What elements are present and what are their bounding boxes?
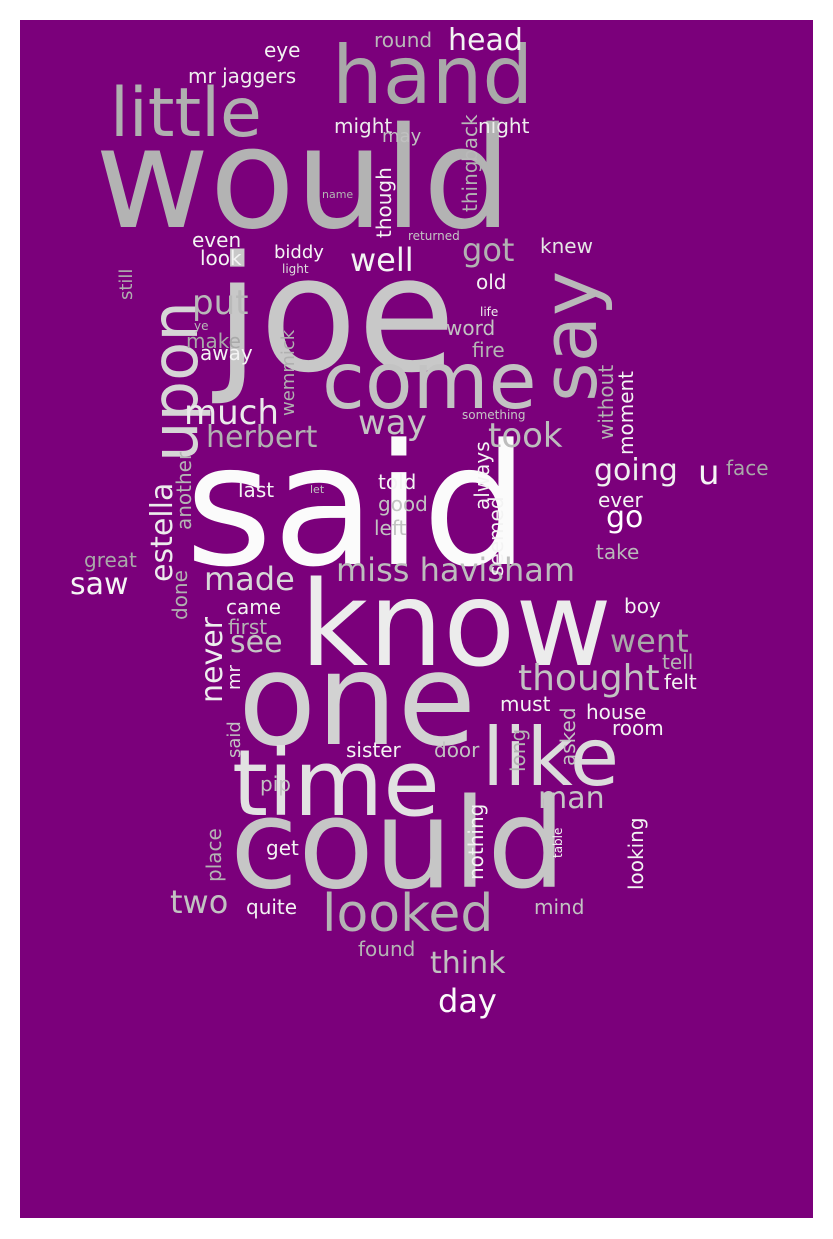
word-much: much: [184, 393, 279, 433]
word-came: came: [226, 595, 282, 619]
word-think: think: [430, 946, 506, 981]
word-u: u: [698, 453, 720, 493]
word-ever: ever: [598, 488, 643, 512]
word-still: still: [116, 268, 137, 300]
word-returned: returned: [408, 229, 460, 243]
word-wemmick: wemmick: [278, 329, 299, 416]
word-thing: thing: [458, 160, 482, 212]
word-two: two: [170, 883, 229, 921]
word-great: great: [84, 548, 137, 572]
word-boy: boy: [624, 594, 661, 618]
word-time: time: [232, 730, 440, 837]
word-without: without: [594, 364, 618, 440]
word-one: one: [238, 626, 477, 775]
word-last: last: [238, 478, 275, 502]
word-might: might: [334, 114, 393, 138]
word-went: went: [610, 622, 689, 660]
word-said-small: said: [224, 721, 245, 758]
word-come: come: [322, 337, 537, 427]
word-old: old: [476, 270, 507, 294]
word-first: first: [228, 615, 268, 639]
word-made: made: [204, 560, 295, 598]
word-away: away: [200, 341, 253, 365]
word-door: door: [434, 738, 480, 762]
word-looked: looked: [322, 884, 494, 944]
word-look: look: [200, 246, 242, 270]
word-good: good: [378, 492, 428, 516]
word-another: another: [172, 451, 196, 530]
word-looking: looking: [624, 817, 648, 890]
word-asked: asked: [556, 707, 580, 766]
word-even: even: [192, 228, 242, 252]
word-found: found: [358, 937, 416, 961]
word-get: get: [266, 836, 299, 860]
word-thought: thought: [518, 658, 660, 699]
word-took: took: [488, 416, 563, 456]
word-night: night: [478, 114, 530, 138]
word-long: long: [506, 728, 530, 772]
word-got: got: [462, 231, 515, 269]
word-joe: joe: [215, 221, 456, 408]
word-seemed: seemed: [484, 496, 508, 576]
word-could: could: [230, 773, 566, 917]
word-round: round: [374, 28, 433, 52]
word-back: back: [458, 114, 482, 162]
word-room: room: [612, 716, 664, 740]
word-know: know: [300, 555, 612, 693]
word-miss-havisham: miss havisham: [336, 551, 576, 589]
word-go: go: [606, 500, 644, 535]
word-sister: sister: [346, 738, 401, 762]
word-mind: mind: [534, 895, 585, 919]
word-hand: hand: [332, 29, 534, 122]
word-saw: saw: [70, 567, 129, 602]
word-face: face: [726, 456, 769, 480]
word-cloud-canvas: said would joe know one could time like …: [20, 20, 813, 1218]
word-well: well: [350, 241, 414, 279]
word-house: house: [586, 700, 647, 724]
word-little: little: [110, 74, 262, 153]
word-quite: quite: [246, 895, 298, 919]
word-eye: eye: [264, 38, 301, 62]
word-may: may: [382, 126, 422, 147]
word-must: must: [500, 692, 551, 716]
word-felt: felt: [664, 670, 697, 694]
word-head: head: [448, 23, 523, 58]
word-fire: fire: [472, 338, 505, 362]
word-biddy: biddy: [274, 242, 324, 263]
word-told: told: [378, 470, 417, 494]
word-way: way: [358, 403, 427, 443]
word-left: left: [374, 516, 407, 540]
word-see: see: [230, 625, 283, 660]
word-name: name: [322, 188, 354, 201]
word-put: put: [192, 283, 249, 323]
word-something: something: [462, 408, 526, 422]
word-like: like: [482, 711, 620, 804]
word-man: man: [538, 781, 605, 816]
word-ye: ye: [194, 319, 209, 333]
word-would: would: [95, 98, 512, 261]
word-herbert: herbert: [206, 420, 318, 455]
word-done: done: [168, 570, 192, 620]
word-life: life: [480, 305, 499, 319]
word-table: table: [551, 827, 565, 858]
word-word: word: [446, 316, 496, 340]
word-take: take: [596, 540, 640, 564]
word-moment: moment: [614, 370, 638, 455]
word-tell: tell: [662, 650, 694, 674]
word-place: place: [202, 828, 226, 882]
word-said: said: [185, 408, 529, 604]
word-nothing: nothing: [464, 803, 488, 880]
word-knew: knew: [540, 234, 593, 258]
word-make: make: [186, 329, 241, 353]
word-never: never: [195, 616, 230, 703]
word-day: day: [438, 982, 497, 1020]
word-let: let: [310, 483, 325, 496]
word-going: going: [594, 453, 678, 488]
word-pip: pip: [260, 772, 291, 796]
word-light: light: [282, 262, 309, 276]
word-mr-jaggers: mr jaggers: [188, 64, 297, 88]
word-though: though: [372, 167, 396, 238]
word-mr: mr: [224, 665, 245, 690]
